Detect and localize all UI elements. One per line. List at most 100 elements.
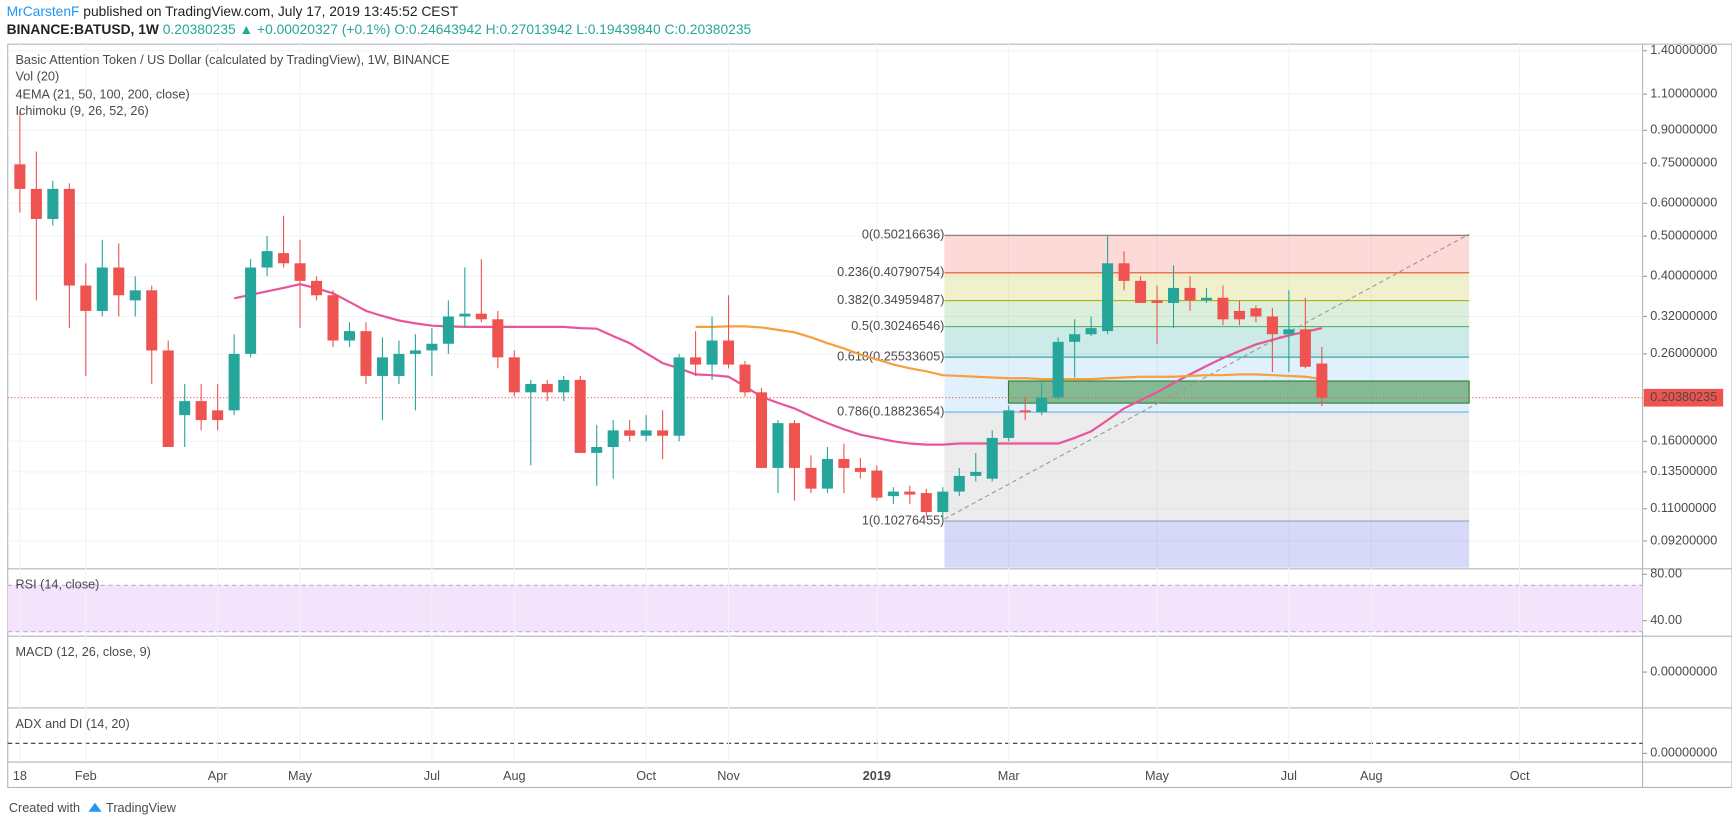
y-tick-label: 1.40000000 [1650,43,1717,57]
ema-line [695,325,1323,381]
candle-body [920,493,932,513]
y-tick-label: 0.00000000 [1650,664,1717,678]
candle-body [508,357,520,393]
candle-body [1167,287,1180,303]
candle-body [63,188,75,286]
candle-body [887,491,899,497]
y-tick-label: 0.75000000 [1650,155,1717,169]
close: C:0.20380235 [664,21,751,36]
published: published on TradingView.com, July 17, 2… [83,4,458,19]
x-tick-label: Aug [1360,769,1383,783]
candle-body [624,430,636,436]
candle-body [1003,410,1015,438]
candle-body [1069,334,1081,342]
candle-body [14,164,26,189]
candle-body [261,251,273,268]
y-tick-label: 0.26000000 [1650,346,1717,360]
candle-body [1217,297,1229,320]
indicator: Vol (20) [15,70,59,84]
candle-body [360,331,372,376]
x-tick-label: 18 [13,769,27,783]
candle-body [541,383,553,393]
candle-body [278,253,290,264]
fib-label: 0.5(0.30246546) [851,319,944,333]
x-tick-label: Aug [503,769,526,783]
candle-body [904,491,916,495]
candle-body [805,467,817,489]
candle-body [327,295,339,341]
y-tick-label: 80.00 [1650,567,1682,581]
panel-title: RSI (14, close) [15,578,99,592]
x-tick-label: Jul [1281,769,1297,783]
candle-body [690,357,702,365]
candle-body [1266,316,1278,335]
candle-body [953,475,965,492]
y-tick-label: 0.16000000 [1650,434,1717,448]
last-price-label: 0.20380235 [1650,390,1717,404]
candle-body [1233,310,1245,320]
candle-body [574,379,586,453]
candle-body [525,383,537,393]
ema-line [233,283,1323,446]
author[interactable]: MrCarstenF [7,4,80,19]
fib-zone [944,412,1470,522]
candle-body [426,343,438,351]
y-tick-label: 0.60000000 [1650,196,1717,210]
panel-title: ADX and DI (14, 20) [15,717,129,731]
fib-label: 0.236(0.40790754) [837,265,944,279]
candle-body [162,350,174,448]
trend-line [944,233,1470,520]
candle-body [558,379,570,393]
x-tick-label: Nov [717,769,740,783]
candle-body [821,459,833,489]
y-tick-label: 0.11000000 [1650,501,1716,515]
x-tick-label: Oct [1510,769,1530,783]
y-tick-label: 0.13500000 [1650,464,1717,478]
candle-body [1135,280,1147,303]
candle-body [442,316,454,344]
symbol: BINANCE:BATUSD, 1W [7,21,160,36]
candle-body [788,423,800,468]
x-tick-label: Feb [75,769,97,783]
y-tick-label: 0.50000000 [1650,228,1717,242]
candle-body [723,340,735,365]
candle-body [1283,329,1295,335]
candle-body [409,350,421,354]
footer-brand[interactable]: TradingView [106,801,177,815]
fib-label: 0(0.50216636) [862,228,945,242]
y-tick-label: 0.40000000 [1650,269,1717,283]
candle-body [854,467,866,472]
x-tick-label: Jul [424,769,440,783]
fib-zone [944,235,1470,273]
candle-body [755,392,768,468]
candle-body [1102,263,1114,332]
x-tick-label: Mar [998,769,1021,783]
candle-body [475,313,487,320]
rsi-band [7,585,1643,632]
candle-body [591,447,603,453]
volume-zone [944,521,1470,568]
x-tick-label: 2019 [863,769,891,783]
candle-body [986,437,998,479]
candle-body [838,459,850,468]
last-price-box [1643,388,1724,407]
indicator: 4EMA (21, 50, 100, 200, close) [15,87,189,101]
candle-body [47,188,59,219]
panel-title: MACD (12, 26, close, 9) [15,645,150,659]
plot-layer: 18 Feb Apr May Jul Aug Oct Nov 2019 Mar May Jul Aug O… [7,43,1724,783]
candle-body [1052,341,1064,398]
candle-body [80,285,92,311]
candle-body [459,313,471,317]
candle-body [1151,300,1163,303]
candle-body [343,331,356,341]
candle-body [129,290,141,301]
fib-zone [944,300,1470,327]
candle-body [1200,297,1213,301]
indicator: Ichimoku (9, 26, 52, 26) [15,104,148,118]
candle-body [311,280,323,296]
price: 0.20380235 [163,21,236,36]
y-tick-label: 0.90000000 [1650,123,1717,137]
candle-body [1085,328,1097,335]
high: H:0.27013942 [486,21,573,36]
